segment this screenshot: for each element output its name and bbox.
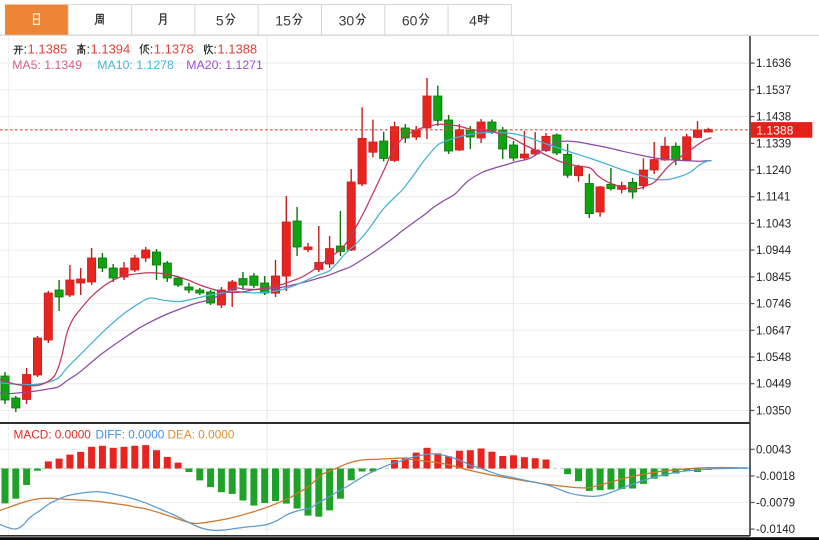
svg-text:1.1378: 1.1378 bbox=[154, 41, 194, 56]
svg-text:1.0845: 1.0845 bbox=[756, 272, 791, 284]
svg-text::: : bbox=[24, 41, 28, 56]
svg-text:60: 60 bbox=[402, 13, 418, 29]
svg-text:1.1388: 1.1388 bbox=[756, 123, 793, 137]
svg-text:1.1240: 1.1240 bbox=[756, 165, 791, 177]
svg-text:MA20: 1.1271: MA20: 1.1271 bbox=[186, 58, 263, 72]
svg-text:30: 30 bbox=[339, 13, 355, 29]
svg-text:1.1141: 1.1141 bbox=[756, 192, 790, 204]
svg-text:1.1388: 1.1388 bbox=[217, 41, 257, 56]
svg-text:1.1385: 1.1385 bbox=[28, 41, 68, 56]
svg-text:MACD: 0.0000: MACD: 0.0000 bbox=[14, 428, 92, 442]
svg-text:-0.0018: -0.0018 bbox=[756, 471, 795, 483]
svg-text:5: 5 bbox=[216, 13, 224, 29]
svg-text:1.1394: 1.1394 bbox=[91, 41, 131, 56]
svg-text:1.0350: 1.0350 bbox=[756, 406, 791, 418]
svg-text:1.0548: 1.0548 bbox=[756, 352, 791, 364]
svg-text:-0.0079: -0.0079 bbox=[756, 498, 795, 510]
svg-text:1.1537: 1.1537 bbox=[756, 85, 791, 97]
svg-text:0.0043: 0.0043 bbox=[756, 444, 791, 456]
svg-text::: : bbox=[213, 41, 217, 56]
svg-text:DIFF: 0.0000: DIFF: 0.0000 bbox=[96, 428, 165, 442]
svg-text:15: 15 bbox=[275, 13, 291, 29]
svg-text:MA5: 1.1349: MA5: 1.1349 bbox=[12, 58, 82, 72]
svg-text::: : bbox=[87, 41, 91, 56]
svg-text:1.1339: 1.1339 bbox=[756, 138, 791, 150]
svg-text:1.0944: 1.0944 bbox=[756, 245, 792, 257]
svg-text:4: 4 bbox=[469, 13, 477, 29]
svg-text:MA10: 1.1278: MA10: 1.1278 bbox=[97, 58, 174, 72]
svg-text:1.1438: 1.1438 bbox=[756, 112, 791, 124]
svg-text:1.1043: 1.1043 bbox=[756, 218, 791, 230]
svg-text:1.0449: 1.0449 bbox=[756, 379, 791, 391]
svg-text::: : bbox=[150, 41, 154, 56]
svg-text:1.1636: 1.1636 bbox=[756, 58, 791, 70]
svg-text:DEA: 0.0000: DEA: 0.0000 bbox=[168, 428, 235, 442]
svg-text:-0.0140: -0.0140 bbox=[756, 524, 795, 536]
svg-text:1.0746: 1.0746 bbox=[756, 299, 791, 311]
svg-text:1.0647: 1.0647 bbox=[756, 325, 791, 337]
